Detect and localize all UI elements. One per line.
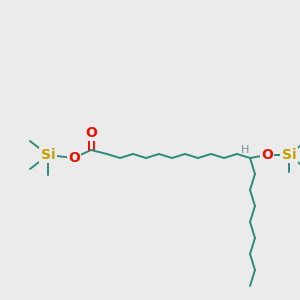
Text: Si: Si	[282, 148, 296, 162]
Text: H: H	[241, 145, 249, 155]
Text: O: O	[68, 151, 80, 165]
Text: O: O	[261, 148, 273, 162]
Text: O: O	[85, 126, 97, 140]
Text: Si: Si	[41, 148, 55, 162]
